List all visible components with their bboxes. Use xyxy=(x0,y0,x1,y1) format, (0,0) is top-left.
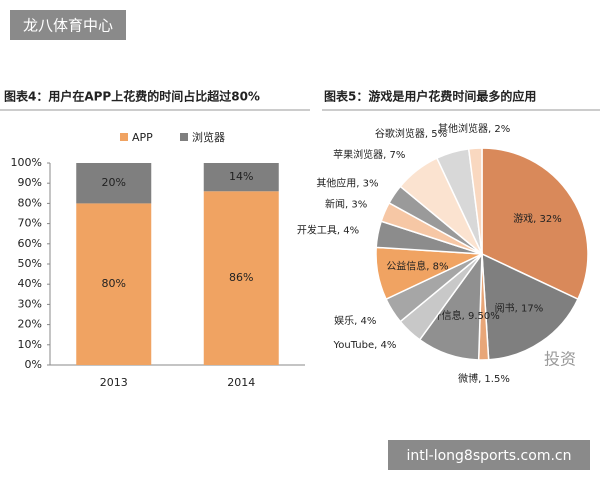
chart-title: 图表4：用户在APP上花费的时间占比超过80% xyxy=(4,89,260,104)
header-box xyxy=(10,10,126,40)
value-label: 86% xyxy=(229,271,253,284)
slice-label: 公益信息, 8% xyxy=(386,259,448,272)
y-tick-label: 50% xyxy=(18,257,42,270)
y-tick-label: 0% xyxy=(25,358,42,371)
slice-label: 苹果浏览器, 7% xyxy=(333,148,405,161)
slice-label: 公开信息, 9.50% xyxy=(422,309,500,322)
value-label: 14% xyxy=(229,170,253,183)
y-tick-label: 90% xyxy=(18,176,42,189)
legend-label: APP xyxy=(132,131,153,144)
slice-label: 微博, 1.5% xyxy=(458,372,510,385)
y-tick-label: 40% xyxy=(18,277,42,290)
slice-label: 其他浏览器, 2% xyxy=(438,122,510,135)
bar-segment xyxy=(76,163,152,204)
watermark: 投资 xyxy=(544,350,576,369)
header-title: 龙八体育中心 xyxy=(23,17,113,35)
chart-title: 图表5：游戏是用户花费时间最多的应用 xyxy=(324,89,536,104)
footer-url: intl-long8sports.com.cn xyxy=(407,448,572,464)
y-tick-label: 100% xyxy=(11,156,42,169)
y-tick-label: 70% xyxy=(18,217,42,230)
x-tick-label: 2014 xyxy=(227,376,255,389)
slice-label: 谷歌浏览器, 5% xyxy=(375,127,447,140)
slice-label: 阅书, 17% xyxy=(495,301,544,314)
y-tick-label: 20% xyxy=(18,318,42,331)
bar-segment xyxy=(203,163,279,192)
legend-swatch xyxy=(120,133,128,141)
y-tick-label: 80% xyxy=(18,196,42,209)
slice-label: 游戏, 32% xyxy=(513,212,562,225)
y-tick-label: 30% xyxy=(18,297,42,310)
pie-slice xyxy=(481,252,579,361)
pie-slice xyxy=(467,147,483,255)
y-tick-label: 10% xyxy=(18,338,42,351)
slice-label: 娱乐, 4% xyxy=(334,314,376,327)
footer-box xyxy=(388,440,590,470)
slice-label: 新闻, 3% xyxy=(325,197,367,210)
y-tick-label: 60% xyxy=(18,237,42,250)
bar-segment xyxy=(203,191,279,365)
bar-segment xyxy=(76,203,152,365)
x-tick-label: 2013 xyxy=(100,376,128,389)
legend-swatch xyxy=(180,133,188,141)
slice-label: 其他应用, 3% xyxy=(316,177,378,190)
value-label: 20% xyxy=(102,176,126,189)
value-label: 80% xyxy=(102,277,126,290)
slice-label: YouTube, 4% xyxy=(332,340,396,351)
legend-label: 浏览器 xyxy=(192,130,225,144)
pie-slice xyxy=(481,147,589,301)
slice-label: 开发工具, 4% xyxy=(297,224,359,237)
